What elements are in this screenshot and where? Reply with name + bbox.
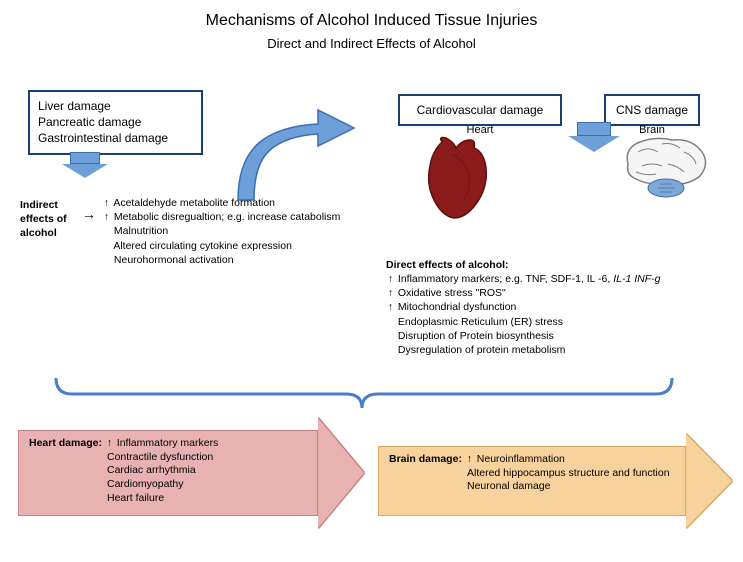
small-right-arrow-icon: →	[82, 206, 96, 222]
heart-damage-body: Heart damage: ↑ Inflammatory markers Cont…	[18, 430, 318, 516]
brain-icon	[618, 134, 710, 207]
heart-arrow-label: Heart damage:	[29, 437, 102, 449]
indirect-item: Neurohormonal activation	[102, 253, 340, 267]
page-title: Mechanisms of Alcohol Induced Tissue Inj…	[0, 12, 743, 30]
heart-arrow-item: ↑ Inflammatory markers	[105, 437, 218, 449]
liver-line2: Pancreatic damage	[38, 114, 193, 130]
indirect-item: ↑ Acetaldehyde metabolite formation	[102, 196, 340, 210]
heart-arrow-item: Cardiomyopathy	[29, 478, 309, 492]
direct-effects-list: ↑ Inflammatory markers; e.g. TNF, SDF-1,…	[386, 272, 660, 357]
brain-damage-arrowhead-icon	[686, 434, 732, 528]
direct-item: Endoplasmic Reticulum (ER) stress	[386, 315, 660, 329]
liver-line1: Liver damage	[38, 98, 193, 114]
brain-arrow-item: Neuronal damage	[389, 480, 677, 494]
brain-damage-body: Brain damage: ↑ Neuroinflammation Altered…	[378, 446, 686, 516]
indirect-item: Altered circulating cytokine expression	[102, 239, 340, 253]
page-subtitle: Direct and Indirect Effects of Alcohol	[0, 36, 743, 51]
heart-damage-arrowhead-icon	[318, 418, 364, 528]
bracket-icon	[46, 372, 686, 427]
direct-item: ↑ Oxidative stress "ROS"	[386, 286, 660, 300]
heart-icon	[420, 134, 494, 227]
heart-arrow-item: Heart failure	[29, 492, 309, 506]
heart-arrow-item: Contractile dysfunction	[29, 451, 309, 465]
direct-item: ↑ Inflammatory markers; e.g. TNF, SDF-1,…	[386, 272, 660, 286]
brain-arrow-item: Altered hippocampus structure and functi…	[389, 467, 677, 481]
cardio-box: Cardiovascular damage	[398, 94, 562, 126]
down-arrow-right-icon	[568, 122, 620, 152]
direct-item: Dysregulation of protein metabolism	[386, 343, 660, 357]
brain-damage-arrow: Brain damage: ↑ Neuroinflammation Altered…	[378, 446, 732, 528]
liver-box: Liver damage Pancreatic damage Gastroint…	[28, 90, 203, 155]
heart-arrow-item: Cardiac arrhythmia	[29, 464, 309, 478]
direct-effects-label: Direct effects of alcohol:	[386, 258, 509, 272]
indirect-item: Malnutrition	[102, 224, 340, 238]
cardio-text: Cardiovascular damage	[417, 103, 544, 117]
cns-text: CNS damage	[616, 103, 688, 117]
heart-damage-arrow: Heart damage: ↑ Inflammatory markers Cont…	[18, 430, 364, 528]
direct-item: Disruption of Protein biosynthesis	[386, 329, 660, 343]
indirect-item: ↑ Metabolic disregualtion; e.g. increase…	[102, 210, 340, 224]
indirect-effects-list: ↑ Acetaldehyde metabolite formation↑ Met…	[102, 196, 340, 267]
down-arrow-left-icon	[62, 152, 108, 178]
brain-arrow-label: Brain damage:	[389, 453, 462, 465]
indirect-effects-label: Indirect effects of alcohol	[20, 198, 78, 241]
brain-arrow-item: ↑ Neuroinflammation	[465, 453, 565, 465]
liver-line3: Gastrointestinal damage	[38, 130, 193, 146]
direct-item: ↑ Mitochondrial dysfunction	[386, 300, 660, 314]
